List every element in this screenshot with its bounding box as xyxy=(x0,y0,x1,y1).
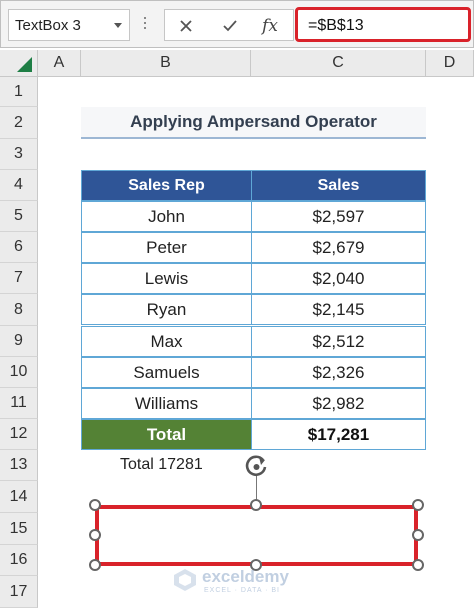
row-header-7[interactable]: 7 xyxy=(0,263,38,294)
table-row: Samuels $2,326 xyxy=(81,357,426,388)
column-header-b[interactable]: B xyxy=(81,50,251,77)
formula-text: =$B$13 xyxy=(308,17,364,34)
x-icon[interactable] xyxy=(173,16,199,36)
watermark-name: exceldemy xyxy=(202,567,289,586)
row-header-3[interactable]: 3 xyxy=(0,139,38,170)
rotation-stem xyxy=(256,476,257,506)
column-header-d[interactable]: D xyxy=(426,50,474,77)
cell-sales-rep[interactable]: Max xyxy=(81,326,252,357)
resize-handle-bottom-right[interactable] xyxy=(412,559,424,571)
table-total-row: Total $17,281 xyxy=(81,419,426,450)
worksheet-grid[interactable] xyxy=(38,77,474,608)
drag-handle-icon[interactable] xyxy=(144,17,147,33)
total-value[interactable]: $17,281 xyxy=(251,419,426,450)
row-header-17[interactable]: 17 xyxy=(0,576,38,608)
column-header-c[interactable]: C xyxy=(251,50,426,77)
table-header-row: Sales Rep Sales xyxy=(81,170,426,201)
row-header-6[interactable]: 6 xyxy=(0,232,38,263)
resize-handle-right[interactable] xyxy=(412,529,424,541)
resize-handle-left[interactable] xyxy=(89,529,101,541)
table-row: Peter $2,679 xyxy=(81,232,426,263)
formula-buttons: fx xyxy=(164,9,294,41)
cell-sales[interactable]: $2,512 xyxy=(251,326,426,357)
row-header-10[interactable]: 10 xyxy=(0,357,38,388)
table-row: John $2,597 xyxy=(81,201,426,232)
row-header-5[interactable]: 5 xyxy=(0,201,38,232)
resize-handle-bottom[interactable] xyxy=(250,559,262,571)
watermark-tagline: EXCEL · DATA · BI xyxy=(204,587,280,594)
row-header-16[interactable]: 16 xyxy=(0,545,38,576)
name-box[interactable]: TextBox 3 xyxy=(8,9,130,41)
formula-bar: TextBox 3 fx =$B$13 xyxy=(0,0,474,48)
row-header-4[interactable]: 4 xyxy=(0,170,38,201)
exceldemy-logo-icon xyxy=(174,569,196,591)
cell-sales-rep[interactable]: Peter xyxy=(81,232,252,263)
resize-handle-bottom-left[interactable] xyxy=(89,559,101,571)
row-header-13[interactable]: 13 xyxy=(0,450,38,481)
rotate-icon[interactable] xyxy=(243,453,271,481)
row-header-2[interactable]: 2 xyxy=(0,107,38,139)
cell-sales-rep[interactable]: Williams xyxy=(81,388,252,419)
table-row: Williams $2,982 xyxy=(81,388,426,419)
resize-handle-top[interactable] xyxy=(250,499,262,511)
row-header-12[interactable]: 12 xyxy=(0,419,38,450)
cell-sales-rep[interactable]: Ryan xyxy=(81,294,252,325)
watermark: exceldemy EXCEL · DATA · BI xyxy=(172,565,322,599)
cell-sales-rep[interactable]: John xyxy=(81,201,252,232)
cell-b13[interactable]: Total 17281 xyxy=(120,456,203,473)
column-header-a[interactable]: A xyxy=(38,50,81,77)
header-sales[interactable]: Sales xyxy=(251,170,426,201)
row-header-8[interactable]: 8 xyxy=(0,294,38,326)
header-sales-rep[interactable]: Sales Rep xyxy=(81,170,252,201)
chevron-down-icon[interactable] xyxy=(114,23,122,28)
cell-sales-rep[interactable]: Samuels xyxy=(81,357,252,388)
cell-sales[interactable]: $2,326 xyxy=(251,357,426,388)
resize-handle-top-right[interactable] xyxy=(412,499,424,511)
row-header-11[interactable]: 11 xyxy=(0,388,38,419)
cell-sales[interactable]: $2,145 xyxy=(251,294,426,325)
cell-sales-rep[interactable]: Lewis xyxy=(81,263,252,294)
textbox-shape[interactable] xyxy=(95,505,418,566)
row-header-15[interactable]: 15 xyxy=(0,513,38,545)
formula-input[interactable]: =$B$13 xyxy=(295,7,471,42)
row-header-1[interactable]: 1 xyxy=(0,77,38,107)
sheet-title[interactable]: Applying Ampersand Operator xyxy=(81,107,426,139)
table-row: Ryan $2,145 xyxy=(81,294,426,325)
select-all-button[interactable] xyxy=(0,50,38,77)
cell-sales[interactable]: $2,597 xyxy=(251,201,426,232)
row-header-9[interactable]: 9 xyxy=(0,326,38,357)
insert-function-button[interactable]: fx xyxy=(262,16,278,36)
cell-sales[interactable]: $2,982 xyxy=(251,388,426,419)
cell-sales[interactable]: $2,040 xyxy=(251,263,426,294)
total-label[interactable]: Total xyxy=(81,419,252,450)
checkmark-icon[interactable] xyxy=(217,16,243,36)
resize-handle-top-left[interactable] xyxy=(89,499,101,511)
row-header-14[interactable]: 14 xyxy=(0,481,38,513)
table-row: Lewis $2,040 xyxy=(81,263,426,294)
select-all-icon xyxy=(17,57,32,72)
name-box-value: TextBox 3 xyxy=(15,17,81,34)
cell-sales[interactable]: $2,679 xyxy=(251,232,426,263)
table-row: Max $2,512 xyxy=(81,326,426,357)
